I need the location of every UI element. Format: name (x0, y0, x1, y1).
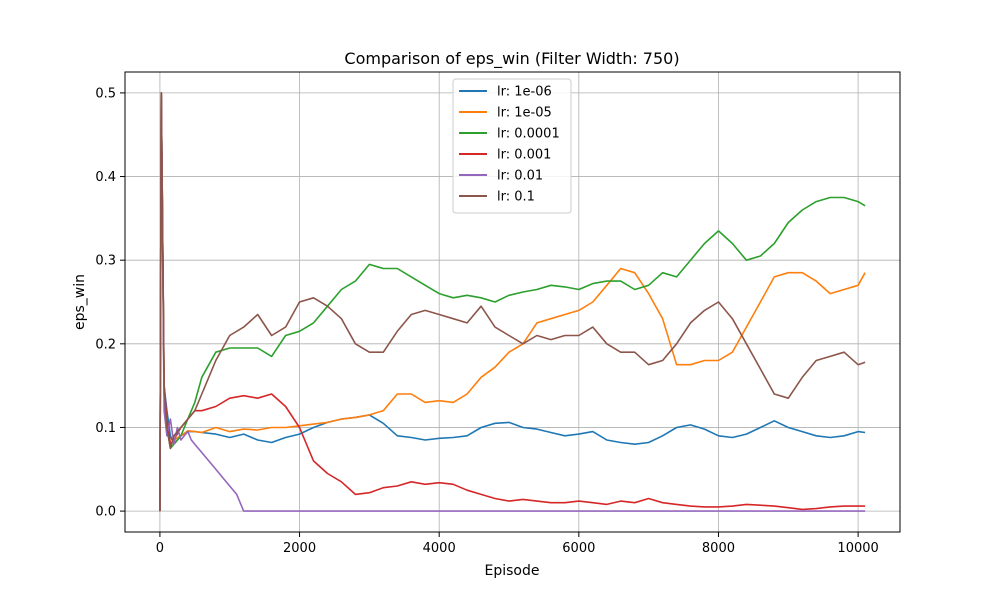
legend-label: lr: 0.0001 (497, 127, 560, 142)
x-axis-title: Episode (485, 563, 540, 579)
x-tick-label: 4000 (423, 541, 456, 556)
y-tick-label: 0.1 (95, 421, 116, 436)
x-tick-label: 0 (156, 541, 164, 556)
legend-label: lr: 0.01 (497, 169, 543, 184)
y-tick-label: 0.5 (95, 86, 116, 101)
y-axis-title: eps_win (72, 274, 88, 330)
y-tick-label: 0.3 (95, 254, 116, 269)
x-tick-label: 10000 (837, 541, 878, 556)
legend-label: lr: 1e-05 (497, 106, 552, 121)
x-tick-label: 6000 (562, 541, 595, 556)
y-tick-label: 0.0 (95, 505, 116, 520)
legend-label: lr: 1e-06 (497, 85, 552, 100)
legend-label: lr: 0.001 (497, 148, 551, 163)
x-tick-label: 2000 (283, 541, 316, 556)
chart-title: Comparison of eps_win (Filter Width: 750… (344, 49, 679, 69)
y-tick-label: 0.4 (95, 170, 116, 185)
y-tick-label: 0.2 (95, 337, 116, 352)
x-tick-label: 8000 (702, 541, 735, 556)
legend: lr: 1e-06 lr: 1e-05 lr: 0.0001 lr: 0.001 lr:… (453, 79, 571, 213)
legend-label: lr: 0.1 (497, 190, 535, 205)
